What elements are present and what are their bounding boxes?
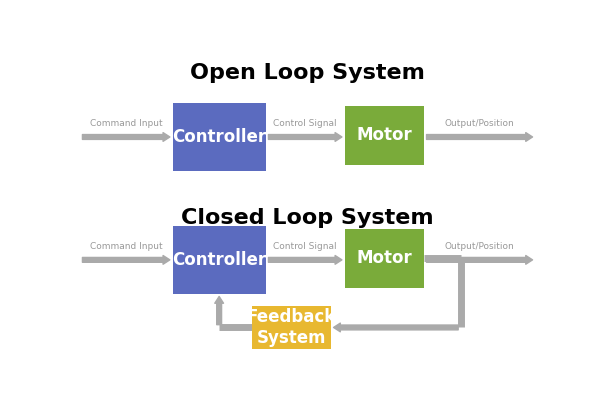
Text: Control Signal: Control Signal <box>274 242 337 251</box>
Text: Motor: Motor <box>356 249 412 267</box>
FancyBboxPatch shape <box>173 226 266 294</box>
Text: Output/Position: Output/Position <box>445 242 514 251</box>
Text: Feedback
System: Feedback System <box>247 308 336 347</box>
Text: Controller: Controller <box>172 128 266 146</box>
Text: Output/Position: Output/Position <box>445 119 514 128</box>
FancyBboxPatch shape <box>344 106 424 165</box>
Text: Motor: Motor <box>356 126 412 144</box>
Text: Command Input: Command Input <box>90 242 163 251</box>
FancyBboxPatch shape <box>252 306 331 349</box>
Text: Closed Loop System: Closed Loop System <box>181 207 434 228</box>
FancyBboxPatch shape <box>344 229 424 288</box>
Text: Command Input: Command Input <box>90 119 163 128</box>
FancyBboxPatch shape <box>173 103 266 171</box>
Text: Controller: Controller <box>172 251 266 269</box>
Text: Control Signal: Control Signal <box>274 119 337 128</box>
Text: Open Loop System: Open Loop System <box>190 63 425 83</box>
